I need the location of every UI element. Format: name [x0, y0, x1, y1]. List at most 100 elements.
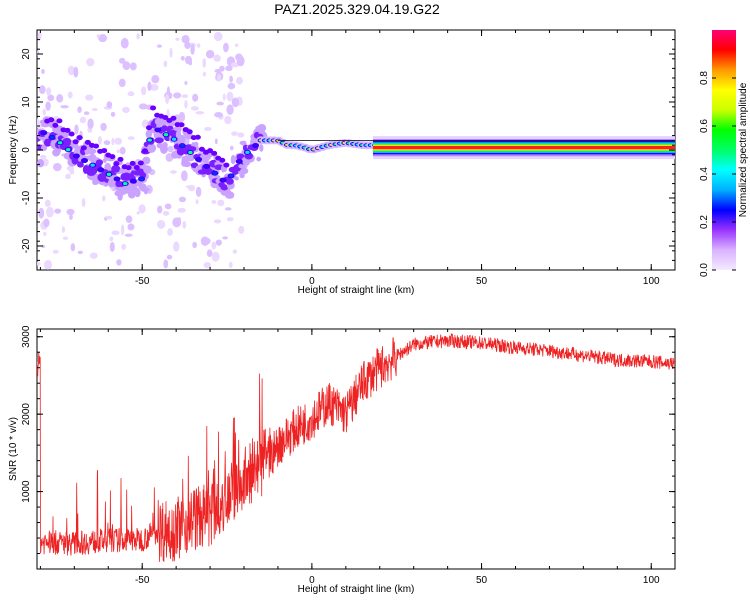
- spectrogram-noise: [184, 81, 188, 85]
- spectrogram-noise: [211, 251, 220, 262]
- spectrogram-noise: [136, 33, 140, 40]
- spectrogram-noise: [177, 217, 181, 221]
- spectrogram-noise: [77, 106, 82, 114]
- spectrogram-noise: [120, 224, 125, 236]
- colorbar-bar: [712, 30, 736, 270]
- spectrogram-noise: [96, 34, 100, 38]
- spectrogram-blob: [80, 145, 87, 151]
- spectrogram-blob: [170, 115, 177, 121]
- spectrogram-noise: [66, 165, 74, 171]
- spectrogram-blob: [76, 135, 83, 141]
- spectrogram-noise: [43, 218, 50, 228]
- spectrogram-noise: [54, 208, 62, 214]
- spectrogram-noise: [202, 71, 207, 77]
- spectrogram-blob: [48, 117, 55, 123]
- spectrogram-blob: [223, 162, 230, 168]
- colorbar: 0.0 0.2 0.4 0.6 0.8 Normalized spectral ampl…: [699, 30, 749, 277]
- spectrogram-core: [237, 159, 242, 164]
- spectrogram-noise: [231, 97, 240, 108]
- spectrogram-noise: [190, 106, 199, 111]
- spectrogram-noise: [120, 37, 129, 49]
- spectrogram-halo: [134, 190, 139, 196]
- spectrogram-noise: [106, 101, 113, 108]
- spectrogram-noise: [178, 196, 187, 203]
- spectrogram-noise: [214, 69, 222, 73]
- y-tick-label: 20: [21, 48, 32, 60]
- spectrogram-halo: [257, 123, 267, 132]
- spectrogram-noise: [195, 111, 205, 115]
- spectrogram-noise: [184, 55, 192, 65]
- spectrogram-noise: [124, 233, 133, 237]
- spectrogram-noise: [224, 115, 232, 125]
- y-tick-label: -10: [21, 190, 32, 205]
- spectrogram-noise: [127, 136, 135, 141]
- spectrogram-halo: [193, 141, 199, 147]
- spectrogram-blob: [84, 139, 91, 145]
- spectrogram-blob: [129, 160, 136, 166]
- spectrogram-noise: [227, 82, 236, 90]
- spectrogram-blob: [150, 105, 157, 111]
- spectrogram-halo: [242, 161, 250, 166]
- spectrogram-noise: [98, 34, 108, 43]
- spectrogram-blob: [220, 184, 229, 191]
- spectrogram-noise: [116, 149, 121, 154]
- spectrogram-core: [131, 179, 136, 183]
- spectrogram-halo: [161, 141, 168, 149]
- spectrogram-noise: [181, 170, 188, 182]
- y-tick-label: 1000: [21, 480, 32, 503]
- spectrogram-core: [147, 138, 152, 142]
- spectrogram-noise: [85, 94, 94, 101]
- spectrogram-noise: [236, 76, 243, 85]
- spectrogram-noise: [215, 239, 222, 246]
- spectrogram-blob: [113, 161, 120, 167]
- colorbar-tick-label: 0.6: [699, 119, 710, 133]
- spectrogram-noise: [119, 57, 126, 64]
- spectrogram-noise: [163, 60, 168, 68]
- snr-ticks: -50 0 50 100 1000 2000 3000: [21, 325, 675, 586]
- spectrogram-core: [196, 157, 201, 162]
- spectrogram-noise: [86, 57, 95, 67]
- x-tick-label: 100: [643, 276, 660, 287]
- spectrogram-noise: [114, 137, 122, 145]
- spectrogram-noise: [166, 254, 173, 260]
- spectrogram-noise: [79, 116, 87, 124]
- spectrogram-blob: [145, 125, 152, 131]
- spectrogram-noise: [226, 217, 234, 222]
- spectrogram-blob: [154, 137, 164, 144]
- spectrogram-noise: [214, 112, 223, 118]
- spectrogram-noise: [196, 43, 201, 48]
- spectrogram-noise: [184, 100, 188, 109]
- spectrogram-noise: [43, 259, 52, 270]
- spectrogram-blob: [211, 150, 218, 156]
- x-tick-label: 0: [309, 575, 315, 586]
- spectrogram-band: [372, 145, 675, 150]
- spectrogram-halo: [41, 144, 48, 151]
- spectrogram-noise: [214, 138, 218, 145]
- spectrogram-noise: [38, 207, 45, 219]
- spectrogram-core: [66, 148, 71, 152]
- spectrogram-noise: [111, 137, 115, 146]
- spectrogram-blob: [186, 129, 193, 135]
- spectrogram-noise: [127, 223, 135, 231]
- spectrogram-noise: [46, 87, 52, 96]
- spectrogram-noise: [213, 54, 221, 62]
- spectrogram-noise: [170, 170, 177, 174]
- spectrogram-noise: [81, 197, 86, 208]
- spectrogram-core: [220, 178, 226, 182]
- colorbar-tick-label: 0.8: [699, 71, 710, 85]
- spectrogram-blob: [187, 146, 197, 152]
- spectrogram-noise: [73, 66, 79, 78]
- spectrogram-noise: [223, 42, 229, 53]
- spectrogram-noise: [136, 211, 140, 215]
- spectrogram-noise: [125, 215, 133, 224]
- spectrogram-noise: [109, 236, 114, 242]
- spectrogram-blob: [109, 154, 116, 160]
- spectrogram-blob: [219, 157, 226, 163]
- spectrogram-blob: [111, 165, 121, 173]
- spectrogram-noise: [37, 261, 41, 266]
- spectrogram-noise: [129, 62, 137, 71]
- spectrogram-noise: [74, 124, 79, 135]
- spectrogram-noise: [37, 32, 42, 41]
- spectrogram-noise: [61, 226, 66, 233]
- spectrogram-noise: [122, 106, 130, 114]
